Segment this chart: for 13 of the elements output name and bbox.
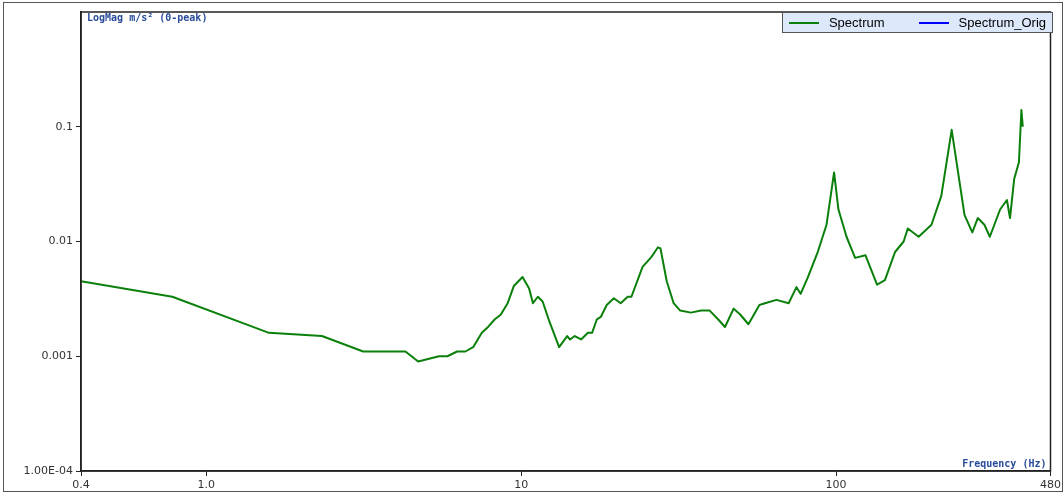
y-tick-label: 1.00E-04: [23, 463, 73, 477]
x-tick-label: 0.4: [72, 478, 90, 492]
y-tick-label: 0.1: [55, 119, 73, 133]
y-tick-label: 0.001: [41, 349, 73, 363]
x-tick-label: 100: [825, 478, 847, 492]
x-axis-title: Frequency (Hz): [962, 457, 1047, 469]
x-tick-label: 1.0: [197, 478, 216, 492]
y-axis-title: LogMag m/s² (0-peak): [87, 11, 208, 23]
x-tick-label: 10: [514, 478, 529, 492]
legend-label: Spectrum: [828, 15, 885, 30]
x-tick-label: 480: [1040, 478, 1061, 492]
legend-label: Spectrum_Orig: [958, 15, 1046, 30]
y-tick-label: 0.01: [48, 234, 73, 248]
